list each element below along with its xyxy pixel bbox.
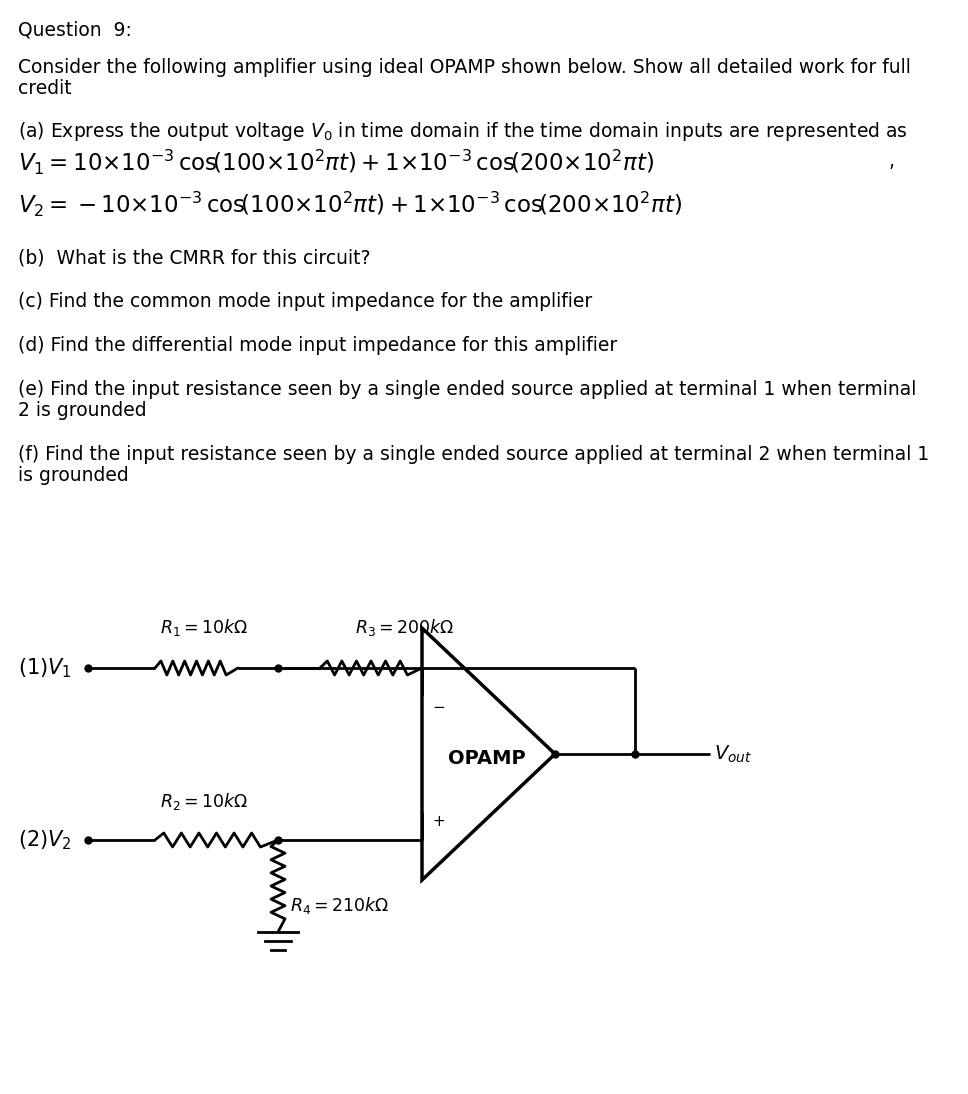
Text: Question  9:: Question 9: (18, 20, 132, 39)
Text: is grounded: is grounded (18, 466, 129, 485)
Text: OPAMP: OPAMP (447, 749, 526, 768)
Text: $V_{\mathit{out}}$: $V_{\mathit{out}}$ (714, 743, 752, 765)
Text: $-$: $-$ (432, 698, 445, 713)
Text: $V_{\mathit{1}} = 10{\times}10^{-3}\,\mathrm{cos}\!\left(100{\times}10^{2}\pi t\: $V_{\mathit{1}} = 10{\times}10^{-3}\,\ma… (18, 148, 654, 177)
Text: $R_{\mathit{4}} = 210k\Omega$: $R_{\mathit{4}} = 210k\Omega$ (290, 895, 389, 916)
Text: (f) Find the input resistance seen by a single ended source applied at terminal : (f) Find the input resistance seen by a … (18, 445, 929, 464)
Text: ,: , (888, 152, 894, 171)
Text: $+$: $+$ (432, 814, 445, 829)
Text: $(1)V_{\mathit{1}}$: $(1)V_{\mathit{1}}$ (18, 656, 72, 679)
Text: 2 is grounded: 2 is grounded (18, 401, 146, 420)
Text: (b)  What is the CMRR for this circuit?: (b) What is the CMRR for this circuit? (18, 248, 371, 267)
Text: (e) Find the input resistance seen by a single ended source applied at terminal : (e) Find the input resistance seen by a … (18, 380, 917, 399)
Text: Consider the following amplifier using ideal OPAMP shown below. Show all detaile: Consider the following amplifier using i… (18, 58, 911, 77)
Text: (c) Find the common mode input impedance for the amplifier: (c) Find the common mode input impedance… (18, 292, 592, 311)
Text: (d) Find the differential mode input impedance for this amplifier: (d) Find the differential mode input imp… (18, 336, 618, 354)
Text: (a) Express the output voltage $\mathit{V}_0$ in time domain if the time domain : (a) Express the output voltage $\mathit{… (18, 120, 908, 143)
Text: credit: credit (18, 79, 72, 98)
Text: $(2)V_{\mathit{2}}$: $(2)V_{\mathit{2}}$ (18, 828, 72, 852)
Text: $R_{\mathit{1}} = 10k\Omega$: $R_{\mathit{1}} = 10k\Omega$ (160, 617, 249, 638)
Text: $R_{\mathit{2}} = 10k\Omega$: $R_{\mathit{2}} = 10k\Omega$ (160, 791, 249, 812)
Text: $R_{\mathit{3}} = 200k\Omega$: $R_{\mathit{3}} = 200k\Omega$ (355, 617, 455, 638)
Text: $V_{\mathit{2}} = -10{\times}10^{-3}\,\mathrm{cos}\!\left(100{\times}10^{2}\pi t: $V_{\mathit{2}} = -10{\times}10^{-3}\,\m… (18, 190, 682, 219)
